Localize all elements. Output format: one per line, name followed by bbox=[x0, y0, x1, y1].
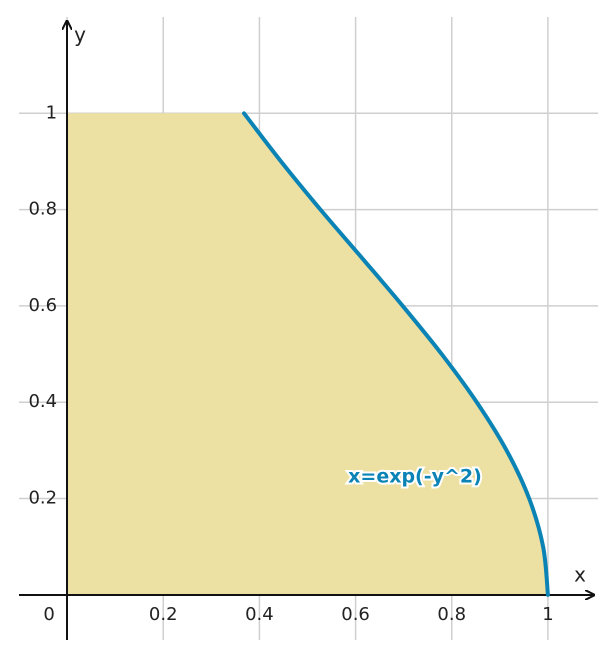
x-tick-label: 1 bbox=[542, 604, 553, 625]
annotation: x=exp(-y^2) bbox=[348, 466, 482, 488]
x-axis-label: x bbox=[574, 563, 586, 587]
y-tick-label: 0.2 bbox=[28, 488, 57, 509]
y-tick-label: 1 bbox=[46, 102, 57, 123]
x-tick-label: 0.2 bbox=[149, 604, 178, 625]
y-tick-label: 0.8 bbox=[28, 199, 57, 220]
x-tick-label: 0.4 bbox=[245, 604, 274, 625]
curve bbox=[242, 111, 550, 597]
x-tick-label: 0.8 bbox=[437, 604, 466, 625]
y-axis-label: y bbox=[74, 23, 86, 47]
y-tick-label: 0.4 bbox=[28, 391, 57, 412]
shaded-area bbox=[67, 113, 548, 595]
x-tick-label: 0.6 bbox=[341, 604, 370, 625]
x-tick-label: 0 bbox=[43, 604, 54, 625]
y-tick-label: 0.6 bbox=[28, 295, 57, 316]
